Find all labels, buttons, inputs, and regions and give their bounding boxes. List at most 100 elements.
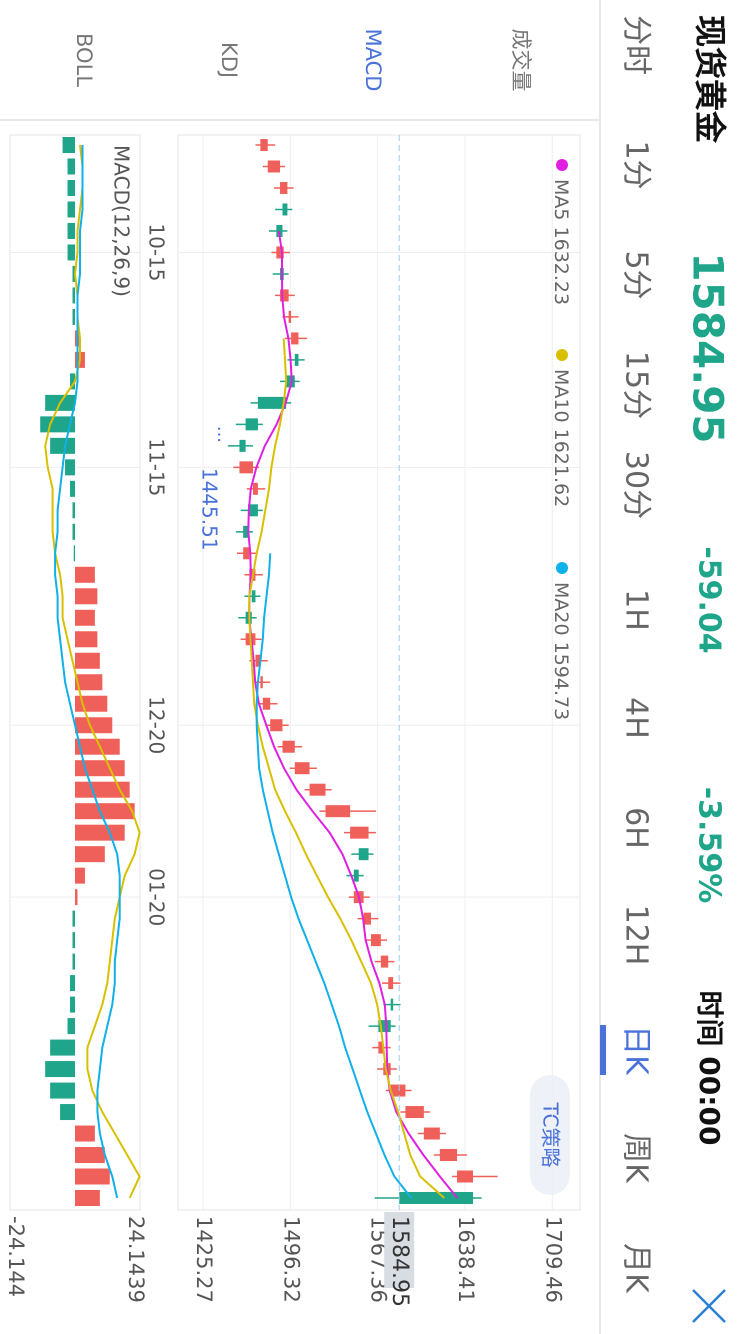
macd-label: MACD(12,26,9) (110, 145, 134, 297)
candle-body (251, 590, 256, 603)
macd-bar (73, 545, 76, 562)
legend-name: MA20 (551, 582, 573, 636)
x-tick-label: 10-15 (145, 223, 169, 281)
period-tab[interactable]: 12H (619, 905, 654, 966)
time: 时间 00:00 (693, 991, 726, 1146)
candle-body (239, 461, 253, 474)
candle-body (309, 783, 326, 796)
macd-bar (72, 953, 76, 970)
candle-body (350, 826, 369, 839)
ma-line (247, 230, 459, 1199)
candle-body (294, 353, 299, 366)
close-button[interactable] (692, 1289, 726, 1323)
macd-bar (70, 996, 76, 1013)
legend-entry: MA5 1632.23 (551, 179, 573, 305)
y-tick-label: 1425.27 (192, 1216, 216, 1303)
candle-body (243, 547, 250, 560)
macd-bar (67, 244, 76, 261)
macd-bar (75, 566, 95, 583)
macd-bar (75, 1190, 100, 1206)
macd-bar (67, 222, 76, 239)
macd-bar (67, 1018, 76, 1035)
macd-bar (75, 652, 100, 669)
period-tab[interactable]: 5分 (619, 250, 654, 299)
candle-body (286, 375, 295, 388)
candle-body (380, 955, 389, 968)
change-pct: -3.59% (692, 787, 727, 904)
macd-bar (75, 846, 105, 863)
macd-bar (67, 201, 76, 218)
macd-bar (72, 502, 76, 519)
legend-dot (556, 349, 568, 361)
macd-bar (67, 158, 76, 175)
macd-bar (72, 523, 76, 540)
change: -59.04 (692, 546, 727, 653)
legend-value: 1632.23 (551, 227, 573, 306)
candle-body (267, 160, 281, 173)
macd-bar (75, 1147, 105, 1164)
legend-dot (556, 159, 568, 171)
period-tab[interactable]: 分时 (619, 15, 654, 75)
title: 现货黄金 (691, 15, 729, 144)
candle-body (252, 482, 258, 495)
strategy-button[interactable] (530, 1075, 570, 1195)
candle-body (270, 719, 283, 732)
macd-bar (75, 1168, 110, 1185)
macd-bar (65, 459, 76, 476)
period-tab[interactable]: 月K (619, 1243, 654, 1294)
candle-body (245, 418, 258, 431)
period-tab[interactable]: 日K (619, 1025, 654, 1076)
candle-body (388, 977, 394, 990)
legend-value: 1621.62 (551, 429, 573, 508)
price-tag (384, 1212, 415, 1288)
candle-body (262, 697, 271, 710)
macd-bar (72, 910, 76, 927)
macd-bar (72, 287, 76, 304)
legend-dot (556, 562, 568, 574)
candle-body (260, 139, 268, 151)
ma-line (248, 338, 445, 1199)
macd-bar (75, 781, 130, 798)
macd-bar (75, 1125, 95, 1142)
legend-name: MA10 (551, 369, 573, 423)
y-tick-label: 1638.41 (454, 1216, 478, 1303)
legend-entry: MA20 1594.73 (551, 582, 573, 720)
macd-bar (72, 932, 76, 949)
period-tab[interactable]: 6H (619, 807, 654, 849)
candle-body (358, 848, 369, 861)
macd-bar (75, 717, 113, 734)
macd-bar (75, 695, 108, 712)
candle-body (288, 310, 292, 323)
x-tick-label: 01-20 (145, 868, 169, 926)
period-tab[interactable]: 1H (619, 589, 654, 631)
strategy-button-label[interactable]: TC策略 (539, 1101, 563, 1167)
candle-body (371, 934, 381, 947)
indicator-tab[interactable]: KDJ (217, 42, 241, 78)
legend-entry: MA10 1621.62 (551, 369, 573, 507)
candle-body (239, 439, 246, 452)
period-tab[interactable]: 4H (619, 697, 654, 739)
indicator-tab[interactable]: MACD (361, 29, 385, 92)
period-tab[interactable]: 周K (619, 1133, 654, 1184)
period-tab[interactable]: 15分 (619, 351, 654, 419)
period-tab[interactable]: 1分 (619, 140, 654, 189)
macd-bar (67, 179, 76, 196)
macd-bar (75, 738, 120, 755)
candle-body (248, 504, 258, 517)
macd-bar (50, 1039, 76, 1056)
macd-bar (72, 265, 76, 282)
period-tab[interactable]: 30分 (619, 451, 654, 519)
candle-body (257, 396, 287, 409)
candle-body (457, 1170, 474, 1183)
price-tag-label: 1584.95 (387, 1216, 412, 1307)
indicator-tab[interactable]: BOLL (72, 33, 96, 87)
y-tick-label: 1709.46 (541, 1216, 565, 1303)
candle-body (260, 676, 263, 689)
candle-body (282, 203, 288, 216)
chart-frame (177, 134, 581, 1211)
candle-body (390, 1084, 406, 1097)
candle-body (439, 1149, 458, 1162)
indicator-tab[interactable]: 成交量 (509, 29, 533, 92)
candle-body (280, 181, 288, 194)
